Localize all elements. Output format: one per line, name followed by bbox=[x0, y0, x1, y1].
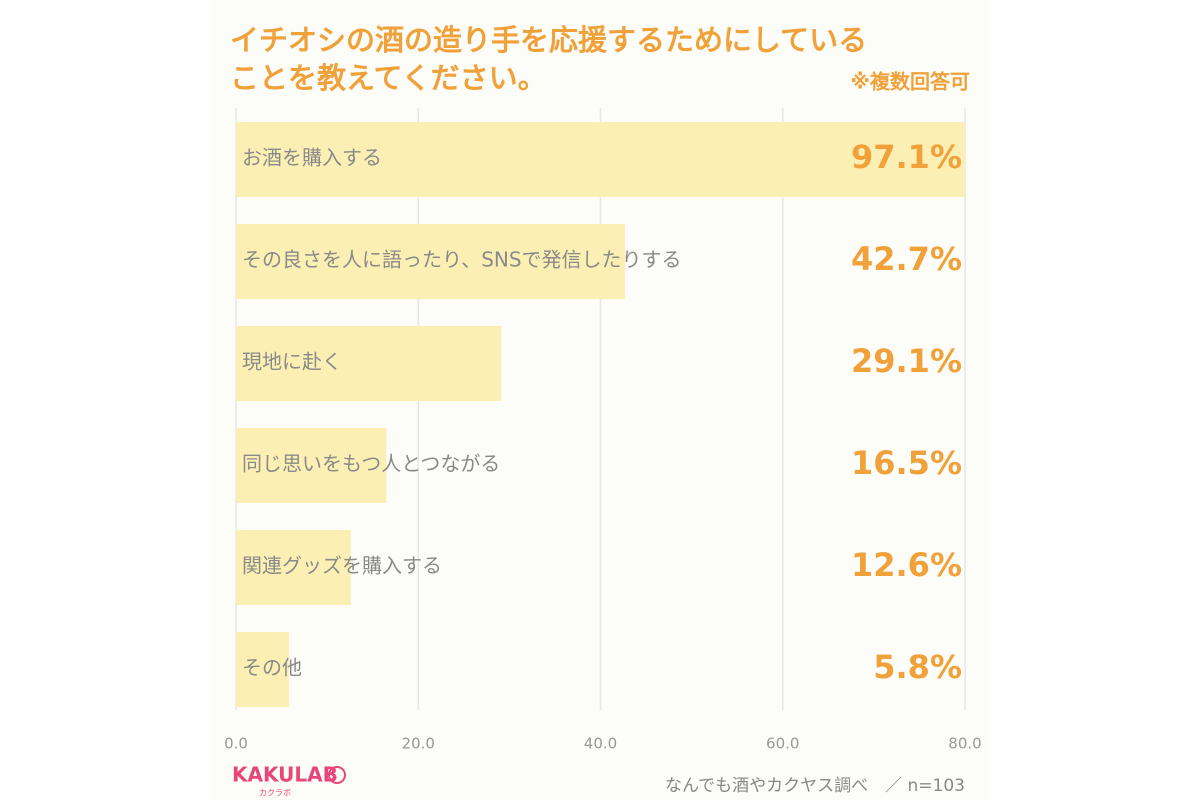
chart-title: ことを教えてください。 bbox=[230, 61, 547, 95]
value-label: 5.8% bbox=[873, 648, 962, 686]
bar bbox=[236, 122, 965, 197]
category-label: その良さを人に語ったり、SNSで発信したりする bbox=[242, 248, 682, 272]
bar bbox=[236, 428, 387, 503]
category-label: 同じ思いをもつ人とつながる bbox=[242, 452, 500, 476]
bar bbox=[236, 632, 289, 707]
chart-subtitle: ※複数回答可 bbox=[851, 70, 970, 94]
bar bbox=[236, 326, 502, 401]
logo-icon bbox=[328, 766, 346, 784]
chart-title: イチオシの酒の造り手を応援するためにしている bbox=[230, 23, 867, 57]
source-note: なんでも酒やカクヤス調べ ／ n=103 bbox=[665, 776, 965, 796]
value-label: 97.1% bbox=[851, 138, 962, 176]
value-label: 16.5% bbox=[851, 444, 962, 482]
logo: KAKULAB bbox=[232, 763, 338, 787]
x-tick-label: 80.0 bbox=[948, 735, 981, 753]
labels: お酒を購入する 97.1% その良さを人に語ったり、SNSで発信したりする 42.7%… bbox=[242, 138, 962, 686]
value-label: 12.6% bbox=[851, 546, 962, 584]
x-tick-label: 20.0 bbox=[402, 735, 435, 753]
x-tick-label: 60.0 bbox=[766, 735, 799, 753]
category-label: お酒を購入する bbox=[242, 146, 382, 170]
x-tick-label: 0.0 bbox=[224, 735, 248, 753]
value-label: 29.1% bbox=[851, 342, 962, 380]
bar bbox=[236, 530, 351, 605]
logo-sub: カクラボ bbox=[259, 789, 291, 798]
category-label: その他 bbox=[242, 656, 302, 680]
grid: 0.0 20.0 40.0 60.0 80.0 bbox=[224, 108, 982, 753]
bar bbox=[236, 224, 626, 299]
category-label: 現地に赴く bbox=[242, 350, 342, 374]
bars bbox=[236, 122, 965, 707]
value-label: 42.7% bbox=[851, 240, 962, 278]
x-tick-label: 40.0 bbox=[584, 735, 617, 753]
category-label: 関連グッズを購入する bbox=[242, 554, 442, 578]
